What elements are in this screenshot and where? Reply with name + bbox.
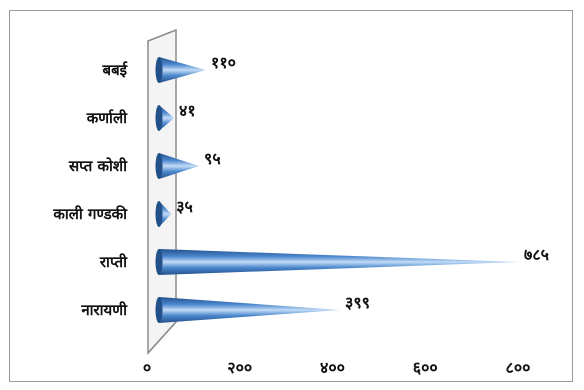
value-label: ४१ — [179, 101, 196, 120]
cone-base — [155, 105, 163, 131]
x-tick-label: २०० — [227, 358, 252, 377]
cone-bar — [159, 57, 207, 83]
floor-edge — [147, 321, 177, 354]
category-labels: बबई कर्णाली सप्त कोशी काली गण्डकी राप्ती नारा… — [52, 61, 128, 319]
x-tick-label: ६०० — [413, 358, 438, 377]
value-label: ३५ — [176, 197, 193, 216]
cone-base — [155, 297, 163, 323]
category-label: राप्ती — [99, 253, 128, 271]
cone-bar — [159, 105, 175, 131]
x-tick-label: ८०० — [506, 358, 531, 377]
value-label: ९५ — [204, 149, 221, 168]
value-label: ११० — [211, 53, 236, 72]
cone-bar — [159, 201, 172, 227]
cone-bar — [159, 153, 200, 179]
cone-bars — [155, 57, 520, 323]
chart-border — [9, 10, 573, 382]
cone-base — [155, 249, 163, 275]
cone-base — [155, 153, 163, 179]
value-label: ७८५ — [524, 245, 549, 264]
category-label: बबई — [102, 61, 129, 79]
category-label: काली गण्डकी — [52, 205, 128, 223]
category-label: कर्णाली — [86, 109, 128, 127]
cone-base — [155, 201, 163, 227]
category-label: सप्त कोशी — [68, 157, 128, 175]
value-labels: ११० ४१ ९५ ३५ ७८५ ३९९ — [176, 53, 549, 312]
x-tick-label: ० — [143, 358, 151, 377]
cone-base — [155, 57, 163, 83]
cone-bar — [159, 297, 341, 323]
value-label: ३९९ — [345, 293, 370, 312]
category-label: नारायणी — [80, 301, 128, 319]
cone-bar — [159, 249, 520, 275]
x-tick-label: ४०० — [320, 358, 345, 377]
x-axis-tick-labels: ० २०० ४०० ६०० ८०० — [143, 358, 531, 377]
